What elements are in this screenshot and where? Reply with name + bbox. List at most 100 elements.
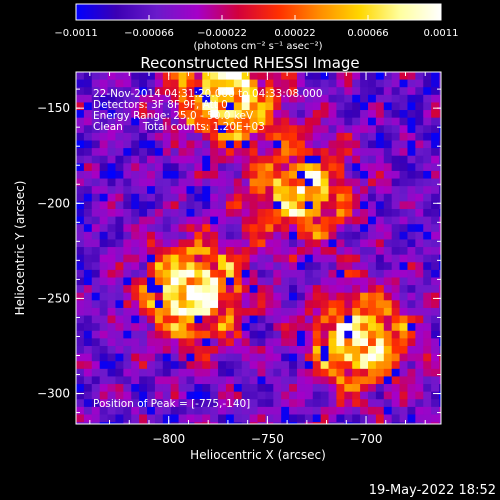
heatmap-cell (83, 140, 93, 149)
heatmap-cell (360, 376, 369, 385)
heatmap-cell (391, 155, 401, 164)
heatmap-cell (91, 247, 101, 256)
heatmap-cell (123, 239, 132, 248)
heatmap-cell (257, 239, 266, 248)
heatmap-cell (115, 376, 124, 385)
heatmap-cell (289, 361, 298, 370)
heatmap-cell (375, 117, 385, 126)
heatmap-cell (83, 186, 93, 195)
heatmap-cell (352, 117, 361, 126)
heatmap-cell (320, 170, 330, 180)
heatmap-cell (115, 399, 124, 408)
heatmap-cell (241, 79, 251, 88)
heatmap-cell (194, 254, 203, 263)
heatmap-cell (431, 224, 440, 233)
heatmap-cell (336, 315, 345, 324)
heatmap-cell (186, 254, 195, 263)
heatmap-cell (170, 277, 180, 286)
heatmap-cell (415, 208, 424, 218)
heatmap-cell (194, 247, 203, 256)
heatmap-cell (320, 315, 330, 324)
heatmap-cell (233, 239, 243, 248)
heatmap-cell (383, 239, 393, 248)
heatmap-cell (139, 125, 148, 134)
heatmap-cell (225, 87, 235, 96)
heatmap-cell (154, 201, 164, 210)
heatmap-cell (83, 345, 93, 355)
heatmap-cell (296, 148, 306, 157)
heatmap-cell (91, 391, 101, 400)
heatmap-cell (202, 414, 211, 423)
heatmap-cell (186, 307, 195, 317)
heatmap-cell (273, 292, 282, 301)
heatmap-cell (131, 406, 140, 415)
heatmap-cell (352, 399, 361, 408)
heatmap-cell (399, 315, 408, 324)
heatmap-cell (241, 201, 251, 210)
heatmap-cell (407, 414, 416, 423)
heatmap-cell (178, 269, 187, 278)
heatmap-cell (391, 361, 401, 370)
heatmap-cell (368, 353, 377, 362)
heatmap-cell (368, 117, 377, 126)
heatmap-cell (99, 361, 109, 370)
heatmap-cell (312, 345, 322, 355)
heatmap-cell (91, 345, 101, 355)
heatmap-cell (202, 224, 211, 233)
heatmap-cell (344, 170, 353, 180)
heatmap-cell (281, 239, 290, 248)
heatmap-cell (431, 125, 440, 134)
heatmap-cell (415, 117, 424, 126)
heatmap-cell (249, 125, 259, 134)
heatmap-cell (218, 361, 227, 370)
heatmap-cell (368, 262, 377, 271)
heatmap-cell (178, 361, 187, 370)
heatmap-cell (76, 178, 85, 187)
heatmap-cell (170, 132, 180, 141)
colorbar: −0.0011 −0.00066 −0.00022 0.00022 0.00066 0.0… (54, 3, 459, 52)
y-axis-title: Heliocentric Y (arcsec) (13, 181, 27, 316)
heatmap-cell (336, 208, 345, 218)
heatmap-cell (123, 399, 132, 408)
heatmap-cell (296, 292, 306, 301)
heatmap-cell (407, 201, 416, 210)
heatmap-cell (99, 239, 109, 248)
heatmap-cell (407, 79, 416, 88)
heatmap-cell (76, 247, 85, 256)
heatmap-cell (383, 178, 393, 187)
heatmap-cell (296, 178, 306, 187)
heatmap-cell (265, 376, 274, 385)
heatmap-cell (407, 239, 416, 248)
heatmap-cell (289, 353, 298, 362)
heatmap-cell (218, 338, 227, 347)
heatmap-cell (273, 87, 282, 96)
heatmap-cell (265, 132, 274, 141)
heatmap-cell (415, 148, 424, 157)
heatmap-cell (352, 170, 361, 180)
heatmap-cell (431, 239, 440, 248)
heatmap-cell (241, 338, 251, 347)
heatmap-cell (233, 315, 243, 324)
heatmap-cell (281, 361, 290, 370)
heatmap-cell (210, 391, 219, 400)
heatmap-cell (320, 323, 330, 332)
heatmap-cell (249, 110, 259, 119)
heatmap-cell (312, 323, 322, 332)
heatmap-cell (139, 353, 148, 362)
heatmap-cell (431, 79, 440, 88)
heatmap-cell (194, 262, 203, 271)
heatmap-cell (241, 277, 251, 286)
heatmap-cell (76, 315, 85, 324)
heatmap-cell (233, 422, 243, 424)
heatmap-cell (210, 323, 219, 332)
heatmap-cell (115, 269, 124, 278)
heatmap-cell (76, 72, 85, 81)
heatmap-cell (147, 315, 156, 324)
heatmap-cell (107, 163, 116, 172)
heatmap-cell (249, 231, 259, 240)
heatmap-cell (320, 399, 330, 408)
heatmap-cell (375, 216, 385, 225)
heatmap-cell (147, 323, 156, 332)
heatmap-cell (147, 224, 156, 233)
heatmap-cell (360, 208, 369, 218)
